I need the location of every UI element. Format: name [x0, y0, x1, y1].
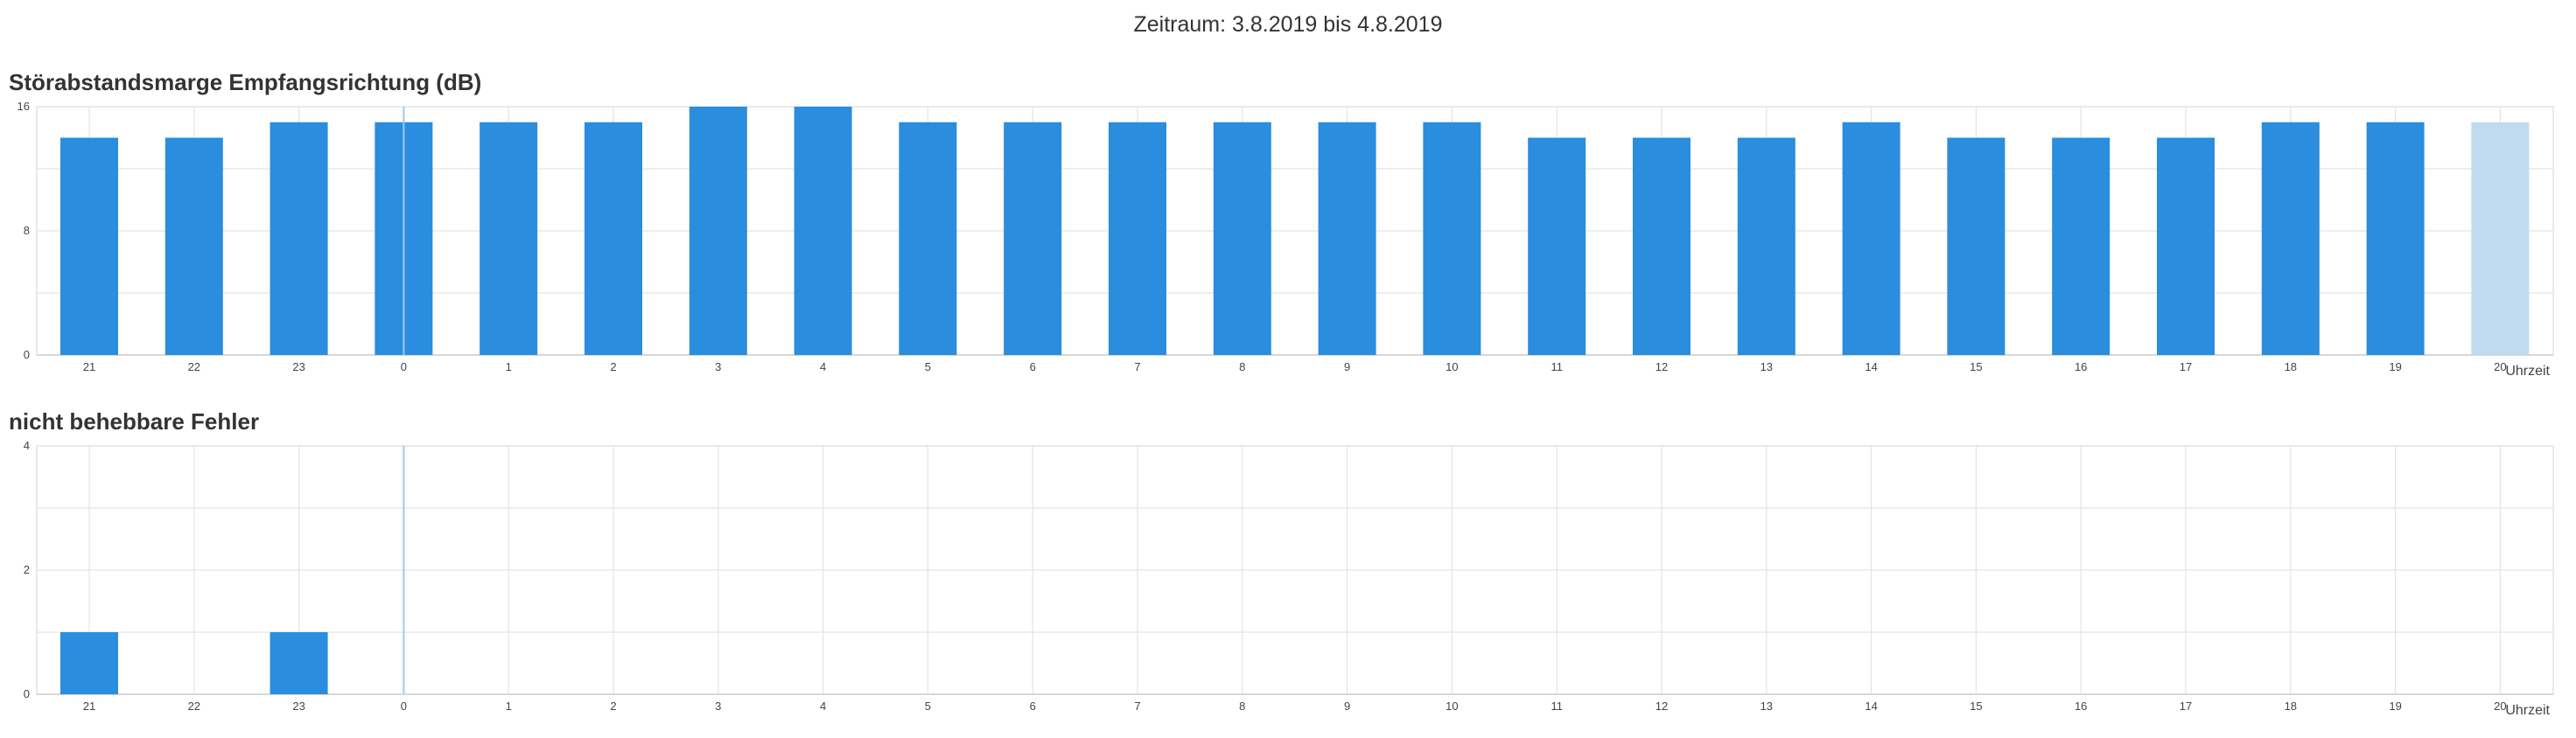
x-tick-label: 12	[1656, 360, 1668, 373]
x-tick-label: 16	[2075, 360, 2087, 373]
x-tick-label: 22	[188, 700, 200, 713]
bar-3	[689, 107, 747, 355]
x-tick-label: 5	[925, 360, 931, 373]
bar-1	[480, 122, 538, 355]
bar-2	[584, 122, 642, 355]
x-tick-label: 3	[715, 700, 721, 713]
period-heading: Zeitraum: 3.8.2019 bis 4.8.2019	[1133, 12, 1443, 37]
x-tick-label: 8	[1239, 700, 1245, 713]
x-tick-label: 21	[83, 360, 95, 373]
chart-title-snr-margin: Störabstandsmarge Empfangsrichtung (dB)	[9, 69, 482, 95]
x-tick-label: 23	[292, 360, 304, 373]
x-tick-labels: 21 22 23 0 1 2 3 4 5 6 7 8 9 10 11 12 13 14 15 16 17 18 19 20	[83, 700, 2507, 713]
bar-21	[60, 632, 118, 694]
bars	[60, 632, 328, 694]
x-tick-label: 15	[1970, 700, 1982, 713]
x-tick-label: 0	[401, 700, 407, 713]
bar-18	[2261, 122, 2320, 355]
x-tick-label: 6	[1030, 360, 1036, 373]
x-tick-labels: 21 22 23 0 1 2 3 4 5 6 7 8 9 10 11 12 13 14 15 16 17 18 19 20	[83, 360, 2507, 373]
grid	[36, 445, 2554, 695]
x-tick-label: 11	[1550, 360, 1563, 373]
bar-11	[1528, 137, 1586, 355]
bar-23	[270, 632, 328, 694]
x-tick-label: 1	[506, 360, 512, 373]
x-tick-label: 12	[1656, 700, 1668, 713]
y-tick-label: 0	[24, 348, 30, 361]
x-tick-label: 23	[292, 700, 304, 713]
x-tick-label: 5	[925, 700, 931, 713]
bar-15	[1947, 137, 2006, 355]
bar-10	[1423, 122, 1481, 355]
x-tick-label: 14	[1865, 700, 1877, 713]
y-tick-label: 16	[18, 100, 30, 113]
x-tick-label: 11	[1550, 700, 1563, 713]
x-tick-label: 3	[715, 360, 721, 373]
bar-12	[1633, 137, 1690, 355]
x-tick-label: 2	[610, 700, 616, 713]
x-tick-label: 15	[1970, 360, 1982, 373]
bar-6	[1004, 122, 1062, 355]
x-tick-label: 13	[1760, 360, 1773, 373]
x-tick-label: 17	[2180, 700, 2192, 713]
y-tick-label: 2	[24, 563, 30, 576]
x-tick-label: 18	[2285, 700, 2297, 713]
x-tick-label: 7	[1134, 360, 1140, 373]
x-tick-label: 9	[1344, 700, 1350, 713]
x-tick-label: 16	[2075, 700, 2087, 713]
bar-22	[164, 137, 223, 355]
x-axis-label: Uhrzeit	[2505, 364, 2550, 376]
x-tick-label: 8	[1239, 360, 1245, 373]
x-tick-label: 7	[1134, 700, 1140, 713]
x-tick-label: 19	[2389, 700, 2401, 713]
bars	[60, 107, 2530, 355]
y-tick-labels: 4 2 0	[24, 439, 30, 700]
x-tick-label: 10	[1446, 700, 1458, 713]
bar-7	[1109, 122, 1166, 355]
x-tick-label: 14	[1865, 360, 1877, 373]
x-tick-label: 1	[506, 700, 512, 713]
x-tick-label: 13	[1760, 700, 1773, 713]
bar-20	[2471, 122, 2530, 355]
x-tick-label: 20	[2494, 700, 2506, 713]
y-tick-label: 4	[24, 439, 30, 452]
bar-19	[2366, 122, 2425, 355]
chart-title-uncorrectable-errors: nicht behebbare Fehler	[9, 408, 260, 435]
x-tick-label: 6	[1030, 700, 1036, 713]
bar-14	[1842, 122, 1900, 355]
x-tick-label: 0	[401, 360, 407, 373]
bar-21	[60, 137, 118, 355]
y-tick-label: 8	[24, 224, 30, 237]
bar-5	[899, 122, 957, 355]
x-axis-label: Uhrzeit	[2505, 703, 2550, 718]
bar-17	[2157, 137, 2215, 355]
bar-4	[794, 107, 852, 355]
x-tick-label: 2	[610, 360, 616, 373]
x-tick-label: 9	[1344, 360, 1350, 373]
bar-9	[1318, 122, 1376, 355]
bar-13	[1737, 137, 1796, 355]
x-tick-label: 18	[2285, 360, 2297, 373]
x-tick-label: 22	[188, 360, 200, 373]
x-tick-label: 4	[820, 700, 826, 713]
x-tick-label: 20	[2494, 360, 2506, 373]
x-tick-label: 17	[2180, 360, 2192, 373]
bar-16	[2052, 137, 2110, 355]
bar-23	[270, 122, 328, 355]
x-tick-label: 4	[820, 360, 826, 373]
y-tick-label: 0	[24, 687, 30, 700]
x-tick-label: 10	[1446, 360, 1458, 373]
x-tick-label: 21	[83, 700, 95, 713]
bar-8	[1213, 122, 1271, 355]
x-tick-label: 19	[2389, 360, 2401, 373]
